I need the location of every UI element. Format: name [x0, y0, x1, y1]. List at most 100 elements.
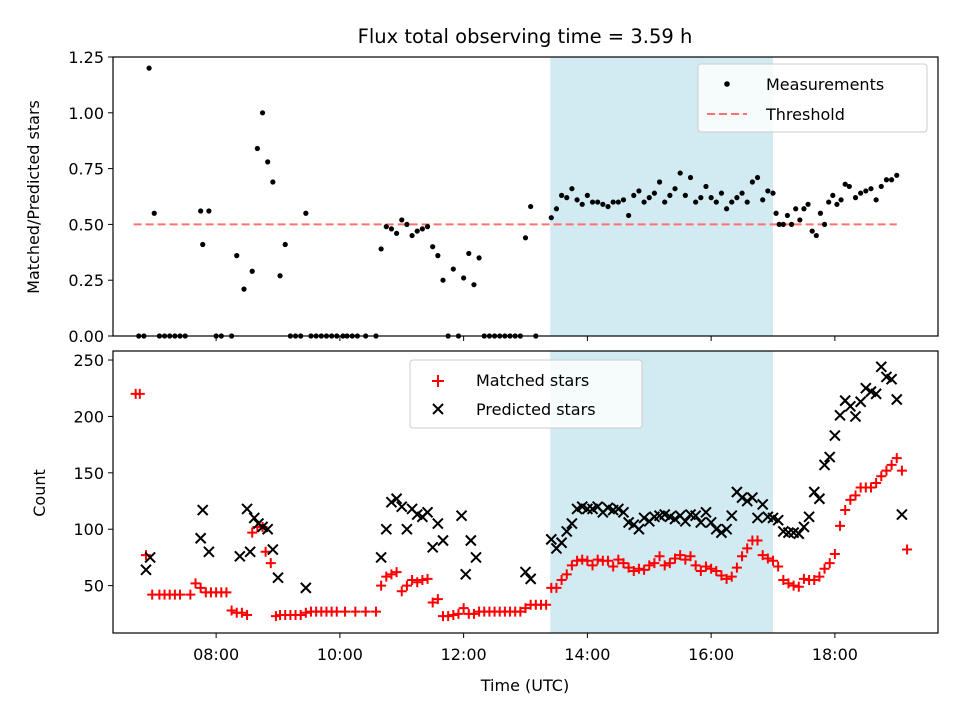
measurement-point: [858, 190, 864, 196]
matched-star-point: [623, 562, 634, 573]
predicted-star-point: [432, 517, 444, 530]
measurement-point: [200, 241, 206, 248]
predicted-star-point: [772, 514, 784, 526]
matched-star-point: [608, 561, 619, 572]
matched-star-point: [685, 551, 696, 562]
matched-star-point: [265, 558, 276, 569]
measurement-point: [801, 206, 807, 212]
top-y-tick-label: 0.00: [68, 327, 104, 346]
predicted-star-point: [891, 393, 903, 406]
predicted-star-point: [197, 504, 209, 516]
predicted-star-point: [421, 506, 434, 519]
matched-star-point: [515, 606, 526, 617]
matched-star-point: [300, 607, 311, 618]
matched-star-point: [639, 564, 650, 575]
matched-star-point: [881, 465, 892, 476]
matched-star-point: [417, 574, 428, 585]
measurement-point: [399, 217, 405, 223]
predicted-star-point: [248, 512, 260, 524]
measurement-point: [662, 199, 668, 205]
top-y-tick-label: 0.75: [68, 160, 104, 179]
predicted-star-point: [519, 566, 532, 578]
bottom-y-tick-label: 200: [73, 407, 104, 426]
predicted-star-point: [746, 491, 759, 504]
measurement-point: [873, 197, 879, 203]
bottom-x-tick-label: 16:00: [688, 645, 734, 664]
measurement-point: [548, 215, 554, 221]
predicted-star-point: [870, 388, 882, 400]
matched-star-point: [809, 574, 820, 585]
top-axes-frame: [112, 56, 939, 337]
measurement-point: [780, 221, 786, 227]
matched-star-point: [376, 580, 387, 591]
matched-star-point: [675, 550, 686, 561]
matched-star-point: [876, 471, 887, 482]
measurement-point: [754, 174, 761, 181]
matched-star-point: [845, 494, 856, 505]
matched-star-point: [520, 603, 531, 614]
top-y-tick-label: 0.25: [68, 271, 104, 290]
bottom-y-tick-label: 50: [84, 577, 104, 596]
predicted-star-point: [633, 523, 645, 535]
matched-star-point: [778, 574, 789, 585]
measurement-point: [852, 195, 859, 201]
measurement-point: [440, 277, 446, 283]
matched-star-point: [247, 527, 258, 538]
measurement-point: [826, 199, 832, 205]
measurement-point: [388, 226, 395, 232]
predicted-star-point: [710, 523, 722, 535]
measurement-point: [151, 210, 157, 216]
matched-star-point: [659, 560, 670, 571]
predicted-star-point: [834, 409, 846, 422]
measurement-point: [729, 199, 735, 205]
measurement-point: [682, 192, 688, 198]
measurement-point: [564, 195, 570, 201]
matched-star-point: [551, 582, 562, 593]
matched-star-point: [236, 607, 247, 618]
measurement-point: [206, 208, 212, 214]
matched-star-point: [891, 453, 902, 464]
matched-star-point: [618, 558, 629, 569]
bottom-y-tick-label: 150: [73, 464, 104, 483]
top-y-tick-label: 1.25: [68, 48, 104, 67]
bottom-x-tick-label: 10:00: [317, 645, 363, 664]
measurement-point: [270, 179, 276, 185]
bottom-y-tick-label: 250: [73, 351, 104, 370]
measurement-point: [821, 221, 828, 227]
matched-star-point: [195, 582, 206, 593]
matched-star-point: [458, 603, 469, 614]
measurement-point: [579, 201, 585, 207]
measurement-point: [734, 195, 740, 201]
predicted-star-point: [736, 491, 748, 504]
predicted-stars-points: [140, 361, 908, 594]
measurement-point: [805, 201, 811, 207]
measurements-points: [136, 65, 900, 339]
measurement-point: [773, 210, 779, 216]
predicted-star-point: [751, 512, 764, 524]
predicted-star-point: [808, 486, 820, 498]
measurement-point: [277, 273, 283, 279]
matched-star-point: [396, 586, 407, 597]
predicted-star-point: [375, 551, 387, 564]
matched-star-point: [360, 606, 371, 617]
measurement-point: [282, 241, 288, 248]
matched-star-point: [664, 558, 675, 569]
matched-star-point: [587, 560, 598, 571]
measurement-point: [528, 203, 534, 210]
bottom-panel: 50 100 150 200 250 08:00 10:00 12:00 14:00 16:00…: [30, 350, 939, 695]
measurement-point: [569, 186, 575, 192]
matched-star-point: [654, 551, 665, 562]
top-legend-box: [697, 63, 928, 133]
matched-star-point: [793, 581, 804, 592]
measurement-point: [476, 255, 482, 261]
matched-star-point: [829, 549, 840, 560]
predicted-star-point: [234, 550, 246, 563]
measurement-point: [146, 65, 152, 71]
measurement-point: [797, 217, 803, 223]
matched-star-point: [556, 574, 567, 585]
measurement-point: [809, 228, 815, 234]
matched-star-point: [757, 550, 768, 561]
bottom-x-tick-label: 08:00: [193, 645, 239, 664]
measurement-point: [595, 199, 601, 205]
matched-star-point: [731, 562, 742, 573]
